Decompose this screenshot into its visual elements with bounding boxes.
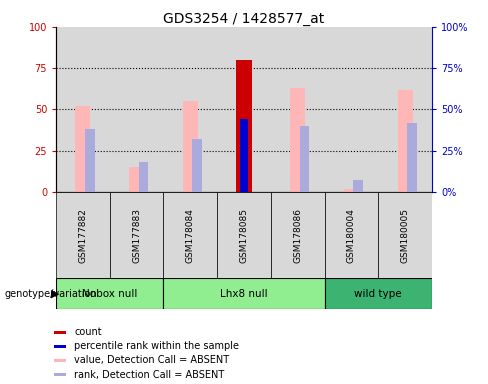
Bar [110, 192, 163, 278]
Text: GSM177882: GSM177882 [79, 208, 87, 263]
Bar [378, 27, 432, 192]
Title: GDS3254 / 1428577_at: GDS3254 / 1428577_at [163, 12, 325, 26]
Bar [163, 192, 217, 278]
Bar [163, 27, 217, 192]
Bar [378, 192, 432, 278]
Bar [325, 27, 378, 192]
Text: Nobox null: Nobox null [82, 289, 138, 299]
Bar [240, 119, 248, 192]
Bar [407, 122, 417, 192]
Bar [54, 373, 66, 376]
Text: GSM180005: GSM180005 [401, 208, 409, 263]
Bar [183, 101, 198, 192]
Bar [76, 106, 90, 192]
Bar [217, 192, 271, 278]
Text: GSM178086: GSM178086 [293, 208, 302, 263]
Bar [163, 278, 325, 309]
Bar [56, 278, 163, 309]
Bar [54, 359, 66, 362]
Text: GSM178085: GSM178085 [240, 208, 248, 263]
Bar [290, 88, 305, 192]
Text: Lhx8 null: Lhx8 null [220, 289, 268, 299]
Text: value, Detection Call = ABSENT: value, Detection Call = ABSENT [74, 356, 229, 366]
Bar [398, 89, 412, 192]
Bar [217, 27, 271, 192]
Text: ▶: ▶ [51, 289, 60, 299]
Bar [300, 126, 309, 192]
Bar [54, 345, 66, 348]
Bar [110, 27, 163, 192]
Text: GSM178084: GSM178084 [186, 208, 195, 263]
Text: GSM180004: GSM180004 [347, 208, 356, 263]
Bar [325, 278, 432, 309]
Bar [139, 162, 148, 192]
Bar [344, 189, 359, 192]
Bar [271, 27, 325, 192]
Bar [353, 180, 363, 192]
Bar [325, 192, 378, 278]
Text: percentile rank within the sample: percentile rank within the sample [74, 341, 239, 351]
Text: rank, Detection Call = ABSENT: rank, Detection Call = ABSENT [74, 370, 224, 380]
Bar [129, 167, 144, 192]
Text: genotype/variation: genotype/variation [5, 289, 98, 299]
Text: count: count [74, 327, 102, 337]
Bar [56, 27, 110, 192]
Bar [56, 192, 110, 278]
Bar [85, 129, 95, 192]
Bar [271, 192, 325, 278]
Bar [192, 139, 202, 192]
Bar [237, 60, 251, 192]
Bar [54, 331, 66, 334]
Text: wild type: wild type [354, 289, 402, 299]
Text: GSM177883: GSM177883 [132, 208, 141, 263]
